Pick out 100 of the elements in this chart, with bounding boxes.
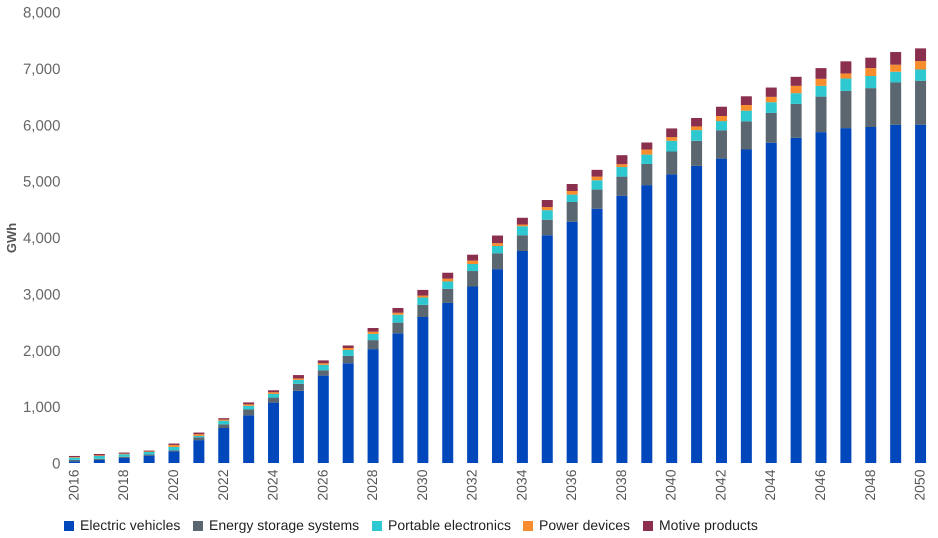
bar bbox=[542, 200, 553, 208]
bar bbox=[666, 174, 678, 463]
bar bbox=[691, 140, 702, 166]
bar bbox=[268, 402, 280, 463]
bar bbox=[865, 127, 876, 463]
bar bbox=[144, 456, 155, 463]
x-tick-label: 2036 bbox=[563, 469, 580, 501]
bar bbox=[467, 271, 478, 287]
bar bbox=[492, 243, 503, 246]
bar bbox=[716, 130, 727, 159]
bar bbox=[368, 340, 379, 350]
bar bbox=[492, 246, 503, 254]
bar bbox=[816, 86, 827, 97]
bar bbox=[740, 96, 752, 106]
bar bbox=[392, 314, 404, 323]
bar bbox=[691, 126, 702, 130]
bar bbox=[790, 86, 802, 94]
bar bbox=[218, 420, 230, 424]
x-tick-label: 2022 bbox=[214, 469, 231, 501]
bar bbox=[243, 415, 254, 463]
bar bbox=[442, 278, 454, 282]
bar bbox=[592, 190, 603, 209]
bar bbox=[890, 72, 902, 82]
bar bbox=[392, 308, 404, 313]
bar bbox=[566, 184, 578, 191]
bar bbox=[218, 428, 230, 463]
bar bbox=[442, 281, 454, 289]
y-tick-label: 0 bbox=[52, 456, 60, 472]
bar bbox=[616, 196, 628, 463]
bar bbox=[542, 207, 553, 210]
bar bbox=[118, 454, 130, 457]
bar bbox=[790, 76, 802, 86]
bar bbox=[218, 424, 230, 428]
bar bbox=[342, 363, 354, 463]
bar bbox=[766, 142, 777, 463]
bar bbox=[666, 137, 678, 141]
bar bbox=[915, 124, 926, 463]
bar bbox=[417, 298, 428, 305]
bar bbox=[915, 61, 926, 70]
bar bbox=[442, 302, 454, 463]
bar bbox=[368, 328, 379, 332]
bar bbox=[840, 78, 852, 91]
y-tick-label: 4,000 bbox=[22, 230, 60, 247]
bar bbox=[168, 446, 180, 450]
bar bbox=[417, 316, 428, 463]
bar bbox=[467, 254, 478, 261]
bar bbox=[740, 150, 752, 463]
bar bbox=[318, 370, 329, 376]
bar bbox=[915, 48, 926, 62]
bar bbox=[542, 235, 553, 463]
bar bbox=[666, 140, 678, 152]
y-tick-label: 8,000 bbox=[22, 4, 60, 22]
bar bbox=[740, 121, 752, 150]
bar bbox=[816, 78, 827, 86]
bar bbox=[318, 376, 329, 463]
bar bbox=[516, 226, 528, 236]
bar bbox=[368, 349, 379, 463]
bar bbox=[94, 460, 105, 463]
bar bbox=[144, 452, 155, 455]
bar bbox=[566, 194, 578, 202]
bar bbox=[616, 176, 628, 196]
y-tick-label: 2,000 bbox=[22, 342, 60, 360]
x-tick-label: 2042 bbox=[712, 469, 728, 501]
bar bbox=[318, 364, 329, 370]
bar bbox=[392, 322, 404, 334]
bar bbox=[342, 345, 354, 348]
bar bbox=[566, 190, 578, 195]
x-tick-label: 2028 bbox=[364, 469, 380, 501]
bar bbox=[666, 152, 678, 174]
bar bbox=[442, 272, 454, 279]
bar bbox=[840, 90, 852, 128]
bar bbox=[492, 236, 503, 244]
bar bbox=[890, 82, 902, 125]
x-tick-label: 2044 bbox=[762, 469, 778, 501]
bar bbox=[417, 304, 428, 317]
x-tick-label: 2048 bbox=[862, 469, 878, 501]
bar bbox=[766, 112, 777, 143]
x-tick-label: 2046 bbox=[812, 469, 828, 501]
bar bbox=[592, 176, 603, 180]
bar bbox=[865, 88, 876, 128]
bar bbox=[790, 93, 802, 104]
bar bbox=[592, 180, 603, 190]
bar bbox=[816, 68, 827, 79]
bar bbox=[516, 235, 528, 252]
bar bbox=[840, 61, 852, 74]
legend-label: Portable electronics bbox=[388, 517, 511, 533]
bar bbox=[243, 406, 254, 410]
y-tick-label: 3,000 bbox=[22, 286, 60, 304]
bar bbox=[243, 409, 254, 416]
bar bbox=[691, 166, 702, 463]
bar bbox=[168, 451, 180, 463]
bar bbox=[292, 384, 304, 391]
bar bbox=[816, 132, 827, 463]
x-tick-label: 2018 bbox=[115, 469, 132, 501]
bar bbox=[516, 218, 528, 225]
bar bbox=[616, 167, 628, 177]
x-tick-label: 2030 bbox=[414, 469, 430, 501]
bar bbox=[915, 80, 926, 125]
x-tick-label: 2032 bbox=[464, 469, 480, 501]
bar bbox=[467, 286, 478, 463]
